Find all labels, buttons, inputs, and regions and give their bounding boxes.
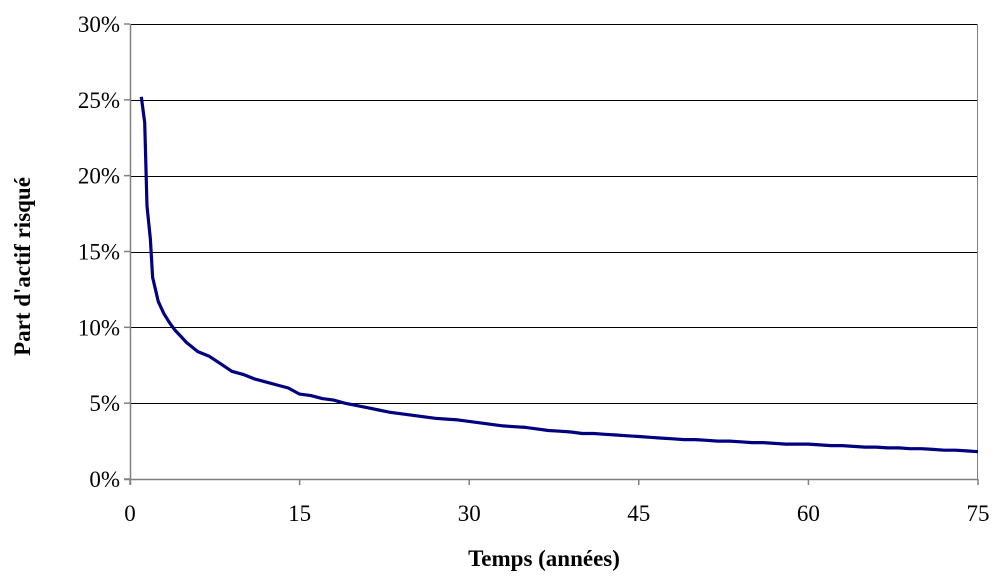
x-tick-label: 30 [458, 501, 481, 526]
y-tick-label: 25% [78, 88, 120, 113]
gridlines [130, 24, 978, 404]
series-line [139, 96, 979, 454]
y-tick-label: 10% [78, 315, 120, 340]
series-group [139, 96, 979, 454]
x-tick-label: 75 [967, 501, 990, 526]
x-axis-title: Temps (années) [468, 546, 620, 571]
x-tick-label: 45 [627, 501, 650, 526]
y-axis-title: Part d'actif risqué [10, 177, 35, 356]
tick-labels: 0% 5% 10% 15% 20% 25% 30% 0 15 30 45 60 75 [78, 12, 990, 526]
y-tick-label: 20% [78, 164, 120, 189]
x-tick-label: 0 [124, 501, 136, 526]
x-tick-label: 60 [797, 501, 820, 526]
y-tick-label: 30% [78, 12, 120, 37]
y-tick-label: 5% [89, 391, 120, 416]
y-tick-label: 15% [78, 240, 120, 265]
axes [124, 23, 979, 485]
x-tick-label: 15 [288, 501, 311, 526]
y-tick-label: 0% [89, 467, 120, 492]
